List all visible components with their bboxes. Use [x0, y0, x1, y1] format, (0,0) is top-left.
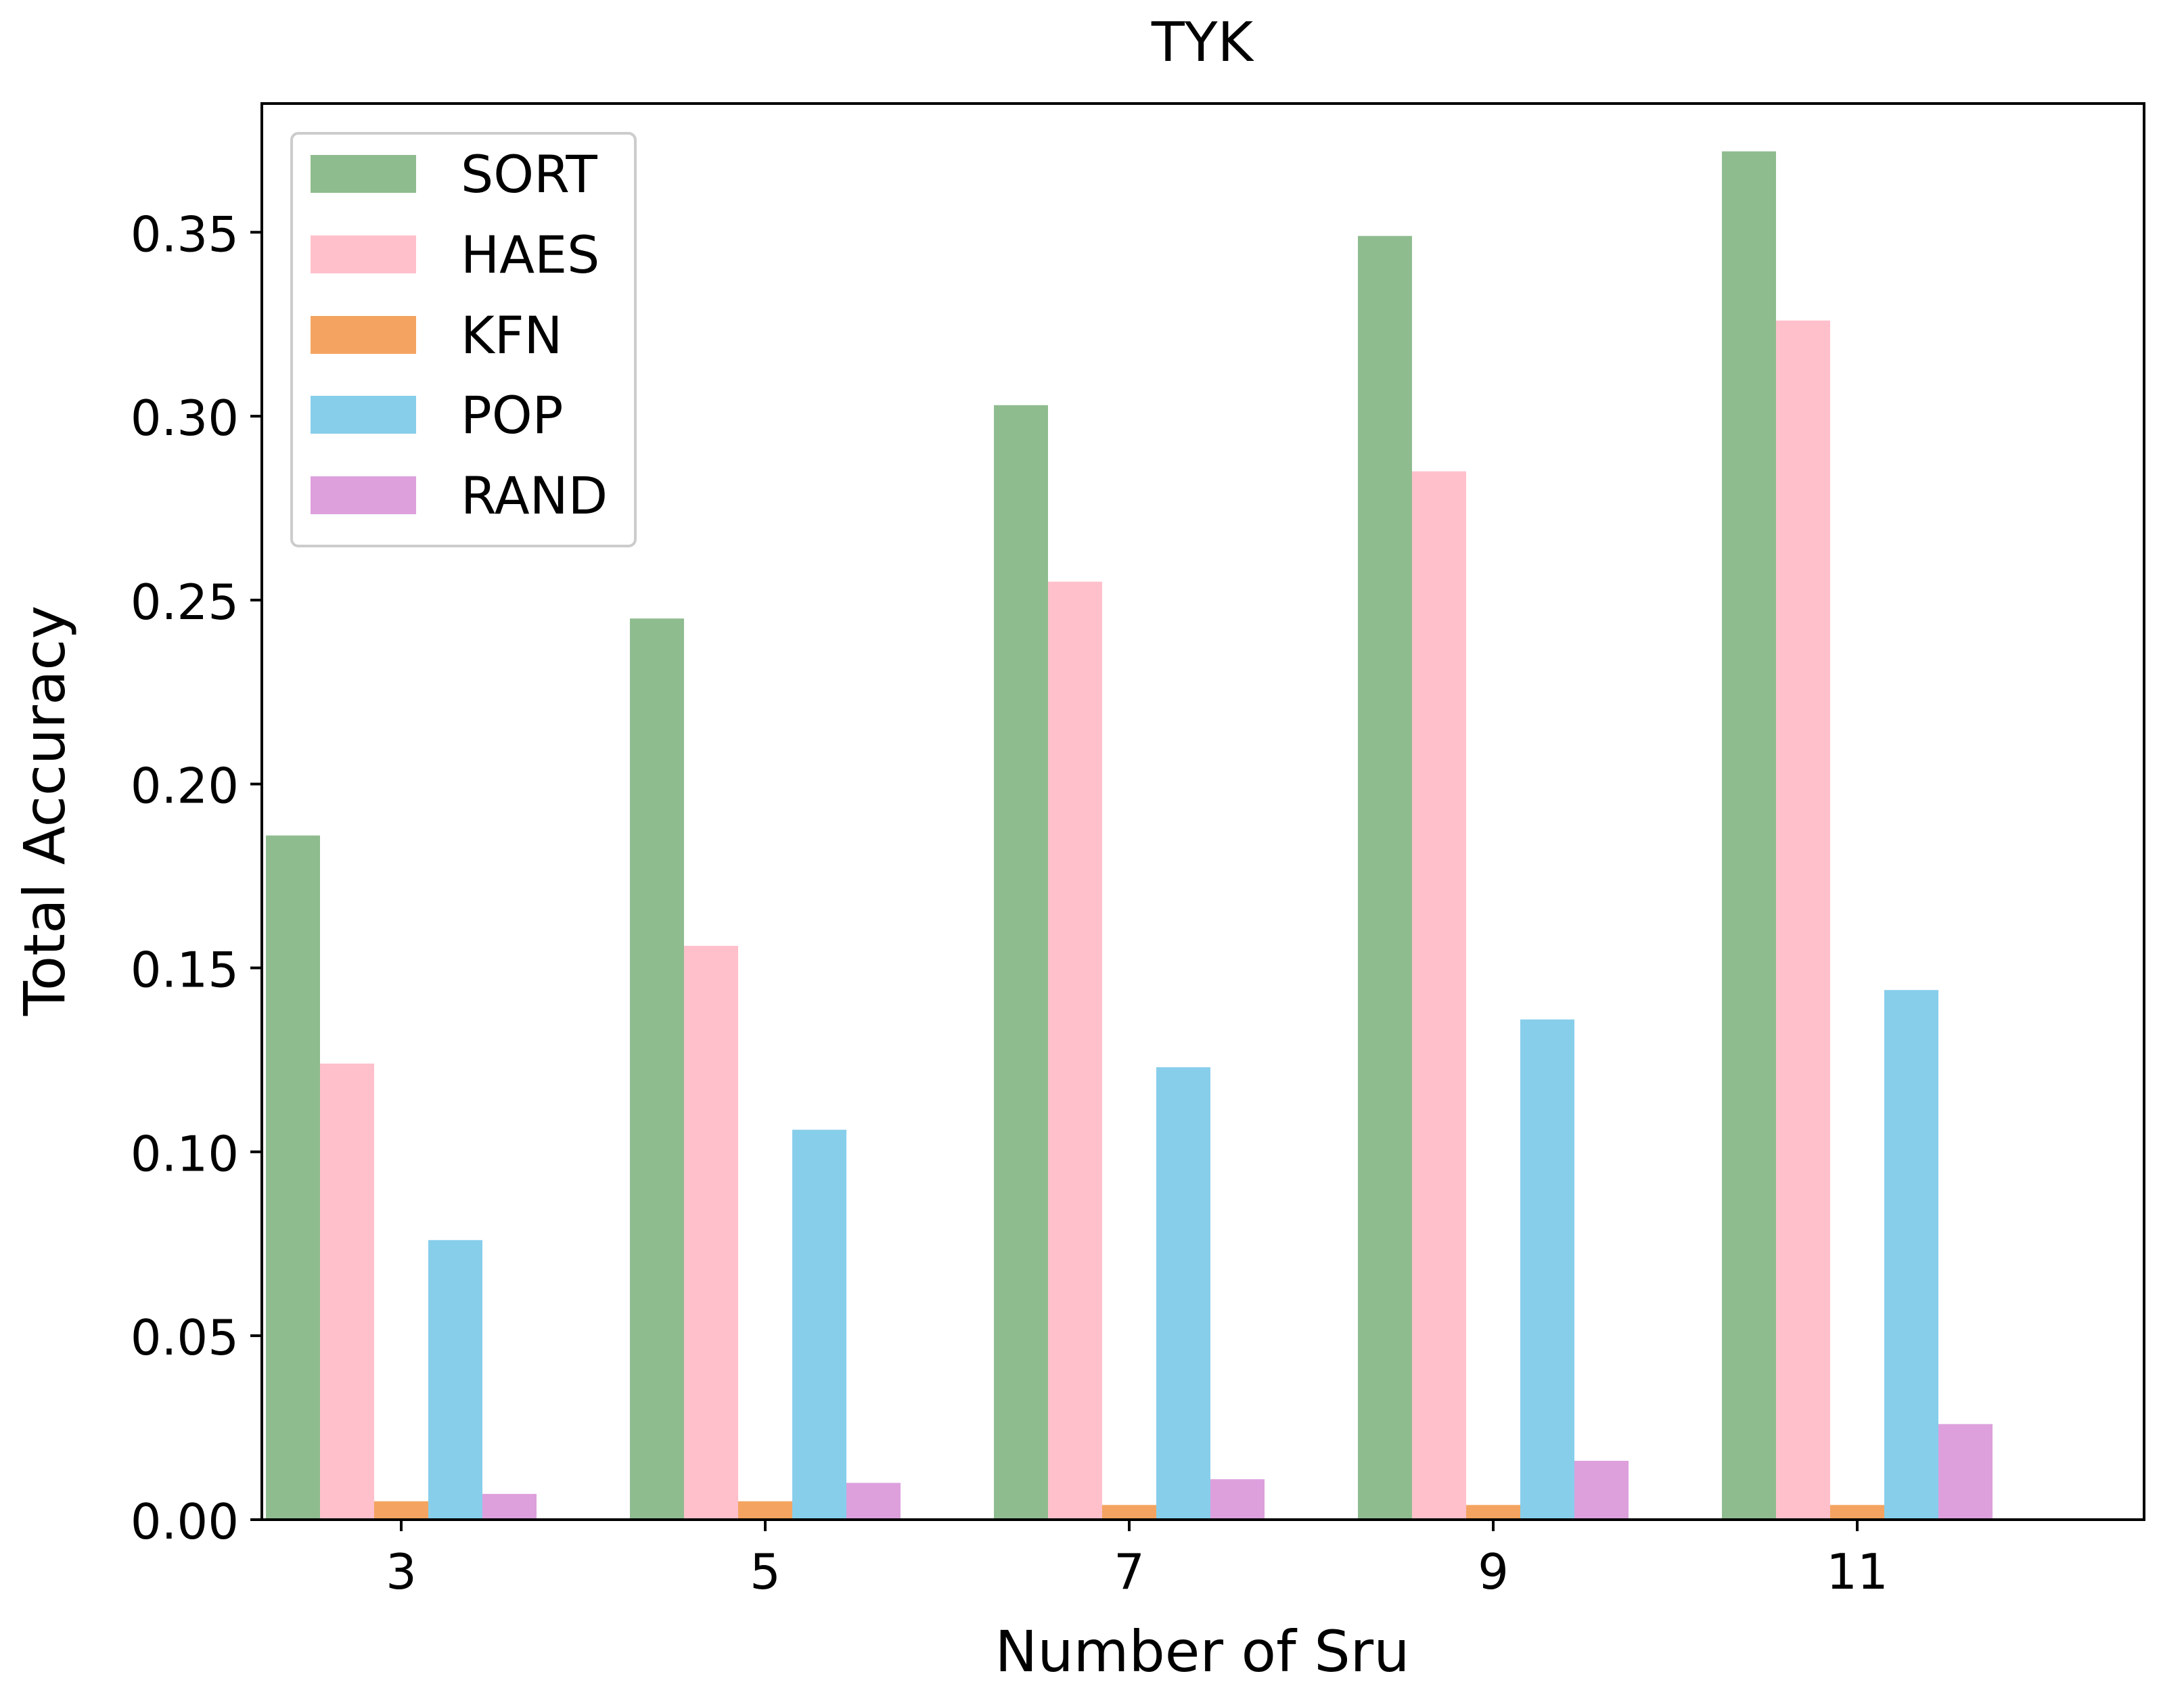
y-axis-ticks: 0.00 0.05 0.10 0.15 0.20 0.25 0.30 0.35 — [131, 206, 262, 1550]
legend-label-rand: RAND — [461, 466, 608, 526]
bar-sort-7 — [994, 405, 1048, 1520]
legend-swatch-haes — [311, 235, 416, 273]
bar-kfn-3 — [374, 1501, 428, 1520]
legend: SORT HAES KFN POP RAND — [290, 132, 637, 547]
y-tick-label: 0.20 — [131, 758, 239, 815]
bar-kfn-5 — [738, 1501, 792, 1520]
bar-sort-11 — [1722, 151, 1776, 1520]
bar-haes-5 — [684, 945, 738, 1520]
legend-swatch-pop — [311, 396, 416, 434]
bar-haes-9 — [1412, 471, 1466, 1520]
x-tick-label: 11 — [1826, 1543, 1888, 1600]
chart-title: TYK — [1151, 11, 1255, 74]
bar-sort-9 — [1358, 235, 1412, 1520]
bar-kfn-9 — [1466, 1505, 1520, 1520]
bar-haes-3 — [320, 1063, 374, 1520]
x-tick-label: 3 — [386, 1543, 417, 1600]
x-tick-label: 5 — [750, 1543, 781, 1600]
x-tick-label: 9 — [1478, 1543, 1509, 1600]
bar-pop-3 — [428, 1240, 482, 1520]
legend-label-pop: POP — [461, 385, 563, 445]
bar-sort-5 — [630, 618, 684, 1520]
x-axis-label: Number of Sru — [995, 1618, 1410, 1685]
x-axis-ticks: 3 5 7 9 11 — [386, 1520, 1888, 1600]
bar-rand-5 — [846, 1482, 901, 1520]
bar-haes-11 — [1776, 320, 1830, 1520]
y-tick-label: 0.25 — [131, 574, 239, 631]
bar-pop-5 — [792, 1129, 846, 1520]
y-tick-label: 0.35 — [131, 206, 239, 263]
bar-pop-9 — [1520, 1019, 1574, 1520]
x-tick-label: 7 — [1114, 1543, 1145, 1600]
legend-swatch-kfn — [311, 316, 416, 354]
legend-label-kfn: KFN — [461, 305, 562, 365]
bar-rand-11 — [1938, 1424, 1993, 1520]
bar-kfn-7 — [1102, 1505, 1156, 1520]
y-tick-label: 0.15 — [131, 942, 239, 999]
bar-kfn-11 — [1830, 1505, 1884, 1520]
bar-haes-7 — [1048, 581, 1102, 1520]
bar-pop-11 — [1884, 990, 1938, 1520]
y-tick-label: 0.05 — [131, 1309, 239, 1366]
y-tick-label: 0.30 — [131, 390, 239, 447]
plot-frame — [260, 102, 2145, 1521]
y-tick-label: 0.10 — [131, 1125, 239, 1182]
y-axis-label: Total Accuracy — [12, 606, 78, 1016]
legend-swatch-sort — [311, 155, 416, 193]
legend-swatch-rand — [311, 476, 416, 514]
legend-label-haes: HAES — [461, 225, 599, 285]
bar-pop-7 — [1156, 1067, 1210, 1520]
bar-rand-9 — [1574, 1461, 1629, 1520]
bar-rand-7 — [1210, 1479, 1265, 1520]
bars-layer — [266, 151, 1993, 1520]
y-tick-label: 0.00 — [131, 1493, 239, 1550]
legend-label-sort: SORT — [461, 144, 597, 204]
bar-sort-3 — [266, 835, 320, 1520]
bar-rand-3 — [482, 1493, 537, 1520]
